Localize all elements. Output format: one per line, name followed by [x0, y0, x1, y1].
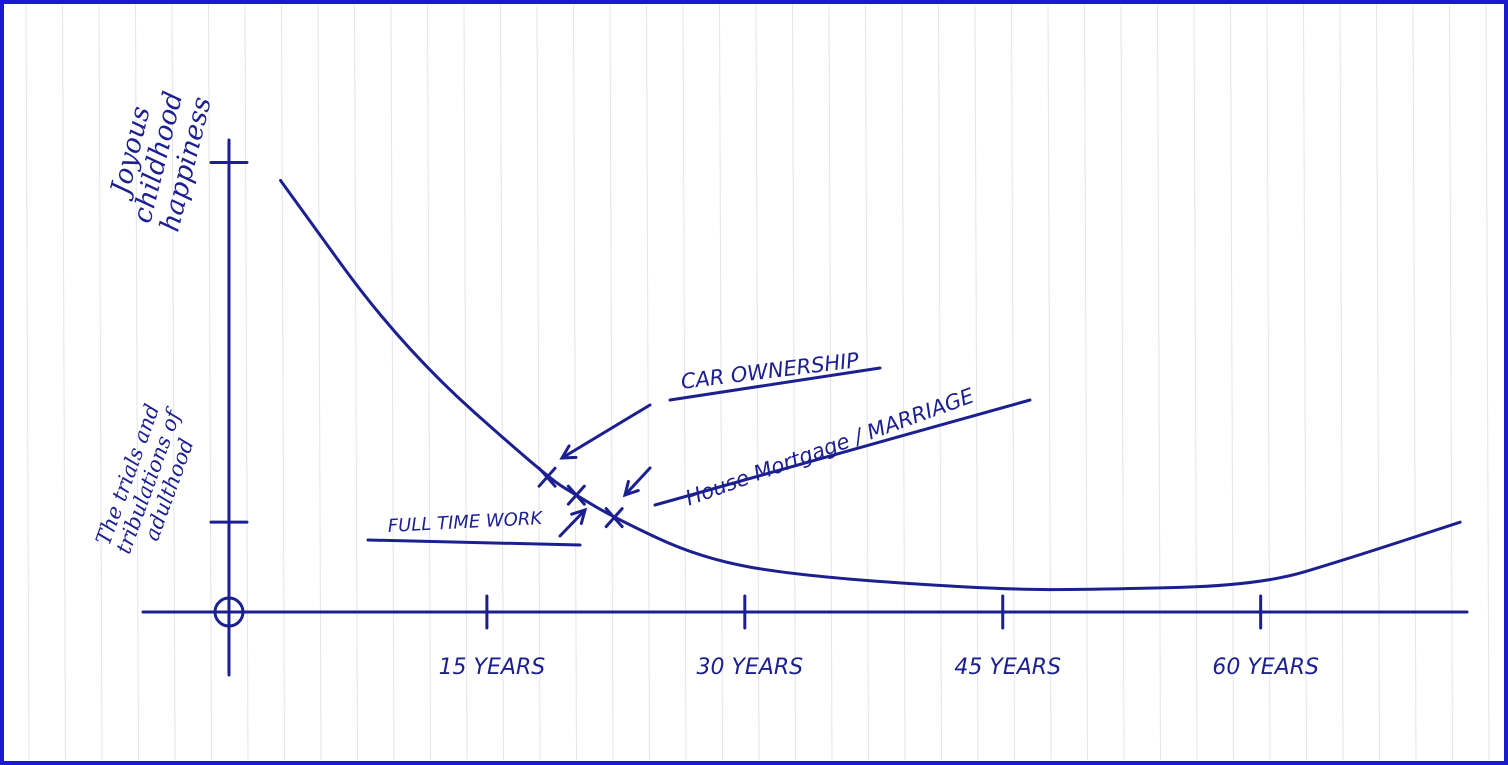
paper-line — [244, 4, 249, 761]
arrow-head — [622, 479, 640, 498]
x-tick-label: 60 YEARS — [1212, 655, 1319, 680]
paper-line — [500, 4, 504, 761]
paper-line — [62, 4, 66, 761]
paper-line — [98, 4, 103, 761]
paper-line — [1412, 4, 1417, 761]
paper-line — [1266, 4, 1271, 761]
origin — [213, 596, 245, 628]
annotation-arrow — [558, 508, 587, 538]
paper-line — [1193, 4, 1198, 761]
paper-line — [171, 4, 176, 761]
arrow-head — [570, 507, 588, 526]
event-marker — [537, 466, 557, 488]
paper-line — [938, 4, 942, 761]
paper-line — [390, 4, 395, 761]
paper-line — [354, 4, 358, 761]
paper-line — [1047, 4, 1052, 761]
paper-line — [755, 4, 760, 761]
event-marker — [566, 484, 586, 506]
paper-line — [974, 4, 979, 761]
x-tick-label: 15 YEARS — [439, 655, 546, 680]
annotation: FULL TIME WORK — [387, 508, 544, 537]
paper-line — [463, 4, 468, 761]
annotation: House Mortgage / MARRIAGE — [682, 383, 977, 510]
paper-line — [1339, 4, 1344, 761]
paper-line — [1120, 4, 1125, 761]
paper-line — [536, 4, 541, 761]
x-tick-label: 30 YEARS — [696, 655, 803, 680]
paper-line — [682, 4, 687, 761]
paper-line — [719, 4, 723, 761]
paper-line — [901, 4, 906, 761]
paper-line — [427, 4, 431, 761]
arrow-head — [559, 444, 578, 460]
paper-line — [208, 4, 212, 761]
x-tick-label: 45 YEARS — [954, 655, 1061, 680]
paper-line — [25, 4, 30, 761]
event-marker — [604, 507, 624, 529]
annotation-underline — [668, 366, 882, 402]
annotation-arrow — [560, 403, 652, 460]
paper-line — [1449, 4, 1453, 761]
paper-line — [609, 4, 614, 761]
paper-line — [865, 4, 869, 761]
paper-line — [1011, 4, 1015, 761]
paper-line — [135, 4, 139, 761]
annotation-arrow — [623, 466, 652, 497]
annotation-underline — [653, 398, 1032, 507]
paper-line — [317, 4, 322, 761]
paper-line — [646, 4, 650, 761]
paper-line — [1303, 4, 1307, 761]
paper-line — [1157, 4, 1161, 761]
paper-line — [828, 4, 833, 761]
paper-line — [281, 4, 285, 761]
paper-line — [1485, 4, 1490, 761]
annotation-underline — [366, 538, 582, 547]
paper-line — [1376, 4, 1380, 761]
annotation: CAR OWNERSHIP — [680, 348, 861, 394]
life-curve — [279, 178, 1462, 592]
paper-line — [573, 4, 577, 761]
paper-line — [1084, 4, 1088, 761]
paper-line — [1230, 4, 1234, 761]
